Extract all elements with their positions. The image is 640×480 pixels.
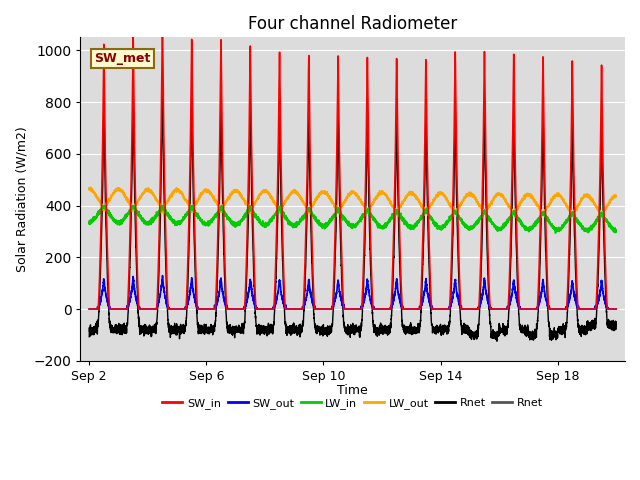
SW_in [612,306,620,312]
SW_out [612,306,620,312]
Text: SW_met: SW_met [94,52,150,65]
SW_in [107,306,115,312]
SW_out [107,306,115,312]
LW_in [85,218,93,224]
Rnet [399,323,406,329]
LW_out [612,192,620,198]
SW_in [159,18,166,24]
LW_out [399,200,407,205]
Rnet [85,334,93,339]
LW_out [85,187,93,192]
Rnet [107,323,115,328]
Title: Four channel Radiometer: Four channel Radiometer [248,15,458,33]
LW_out [246,210,254,216]
SW_out [159,273,166,278]
SW_out [399,306,406,312]
LW_in [552,230,559,236]
Line: SW_in: SW_in [89,21,616,309]
LW_out [180,194,188,200]
LW_in [607,223,614,229]
Rnet [607,321,614,326]
Rnet [183,309,191,315]
LW_in [262,223,270,228]
Line: LW_in: LW_in [89,205,616,233]
X-axis label: Time: Time [337,384,368,397]
LW_in [180,216,188,222]
Y-axis label: Solar Radiation (W/m2): Solar Radiation (W/m2) [15,126,28,272]
SW_out [183,304,191,310]
Line: SW_out: SW_out [89,276,616,309]
Legend: SW_in, SW_out, LW_in, LW_out, Rnet, Rnet: SW_in, SW_out, LW_in, LW_out, Rnet, Rnet [158,394,547,413]
SW_in [85,306,93,312]
Rnet [262,324,270,330]
Rnet [612,326,620,332]
SW_in [399,306,406,312]
SW_in [262,306,270,312]
LW_out [262,188,270,194]
LW_out [86,184,93,190]
SW_out [180,306,188,312]
LW_in [612,228,620,233]
SW_out [607,306,614,312]
Line: Rnet: Rnet [89,87,616,341]
SW_in [607,306,614,312]
SW_out [85,306,93,312]
SW_in [180,306,188,312]
Rnet [159,84,166,90]
SW_in [183,292,191,298]
Rnet [493,338,500,344]
Rnet [180,325,188,331]
LW_out [183,198,191,204]
LW_out [107,195,115,201]
LW_out [607,199,614,204]
LW_in [399,217,406,223]
LW_in [107,212,115,217]
Line: LW_out: LW_out [89,187,616,213]
SW_out [262,306,270,312]
LW_in [99,203,107,208]
LW_in [183,211,191,216]
